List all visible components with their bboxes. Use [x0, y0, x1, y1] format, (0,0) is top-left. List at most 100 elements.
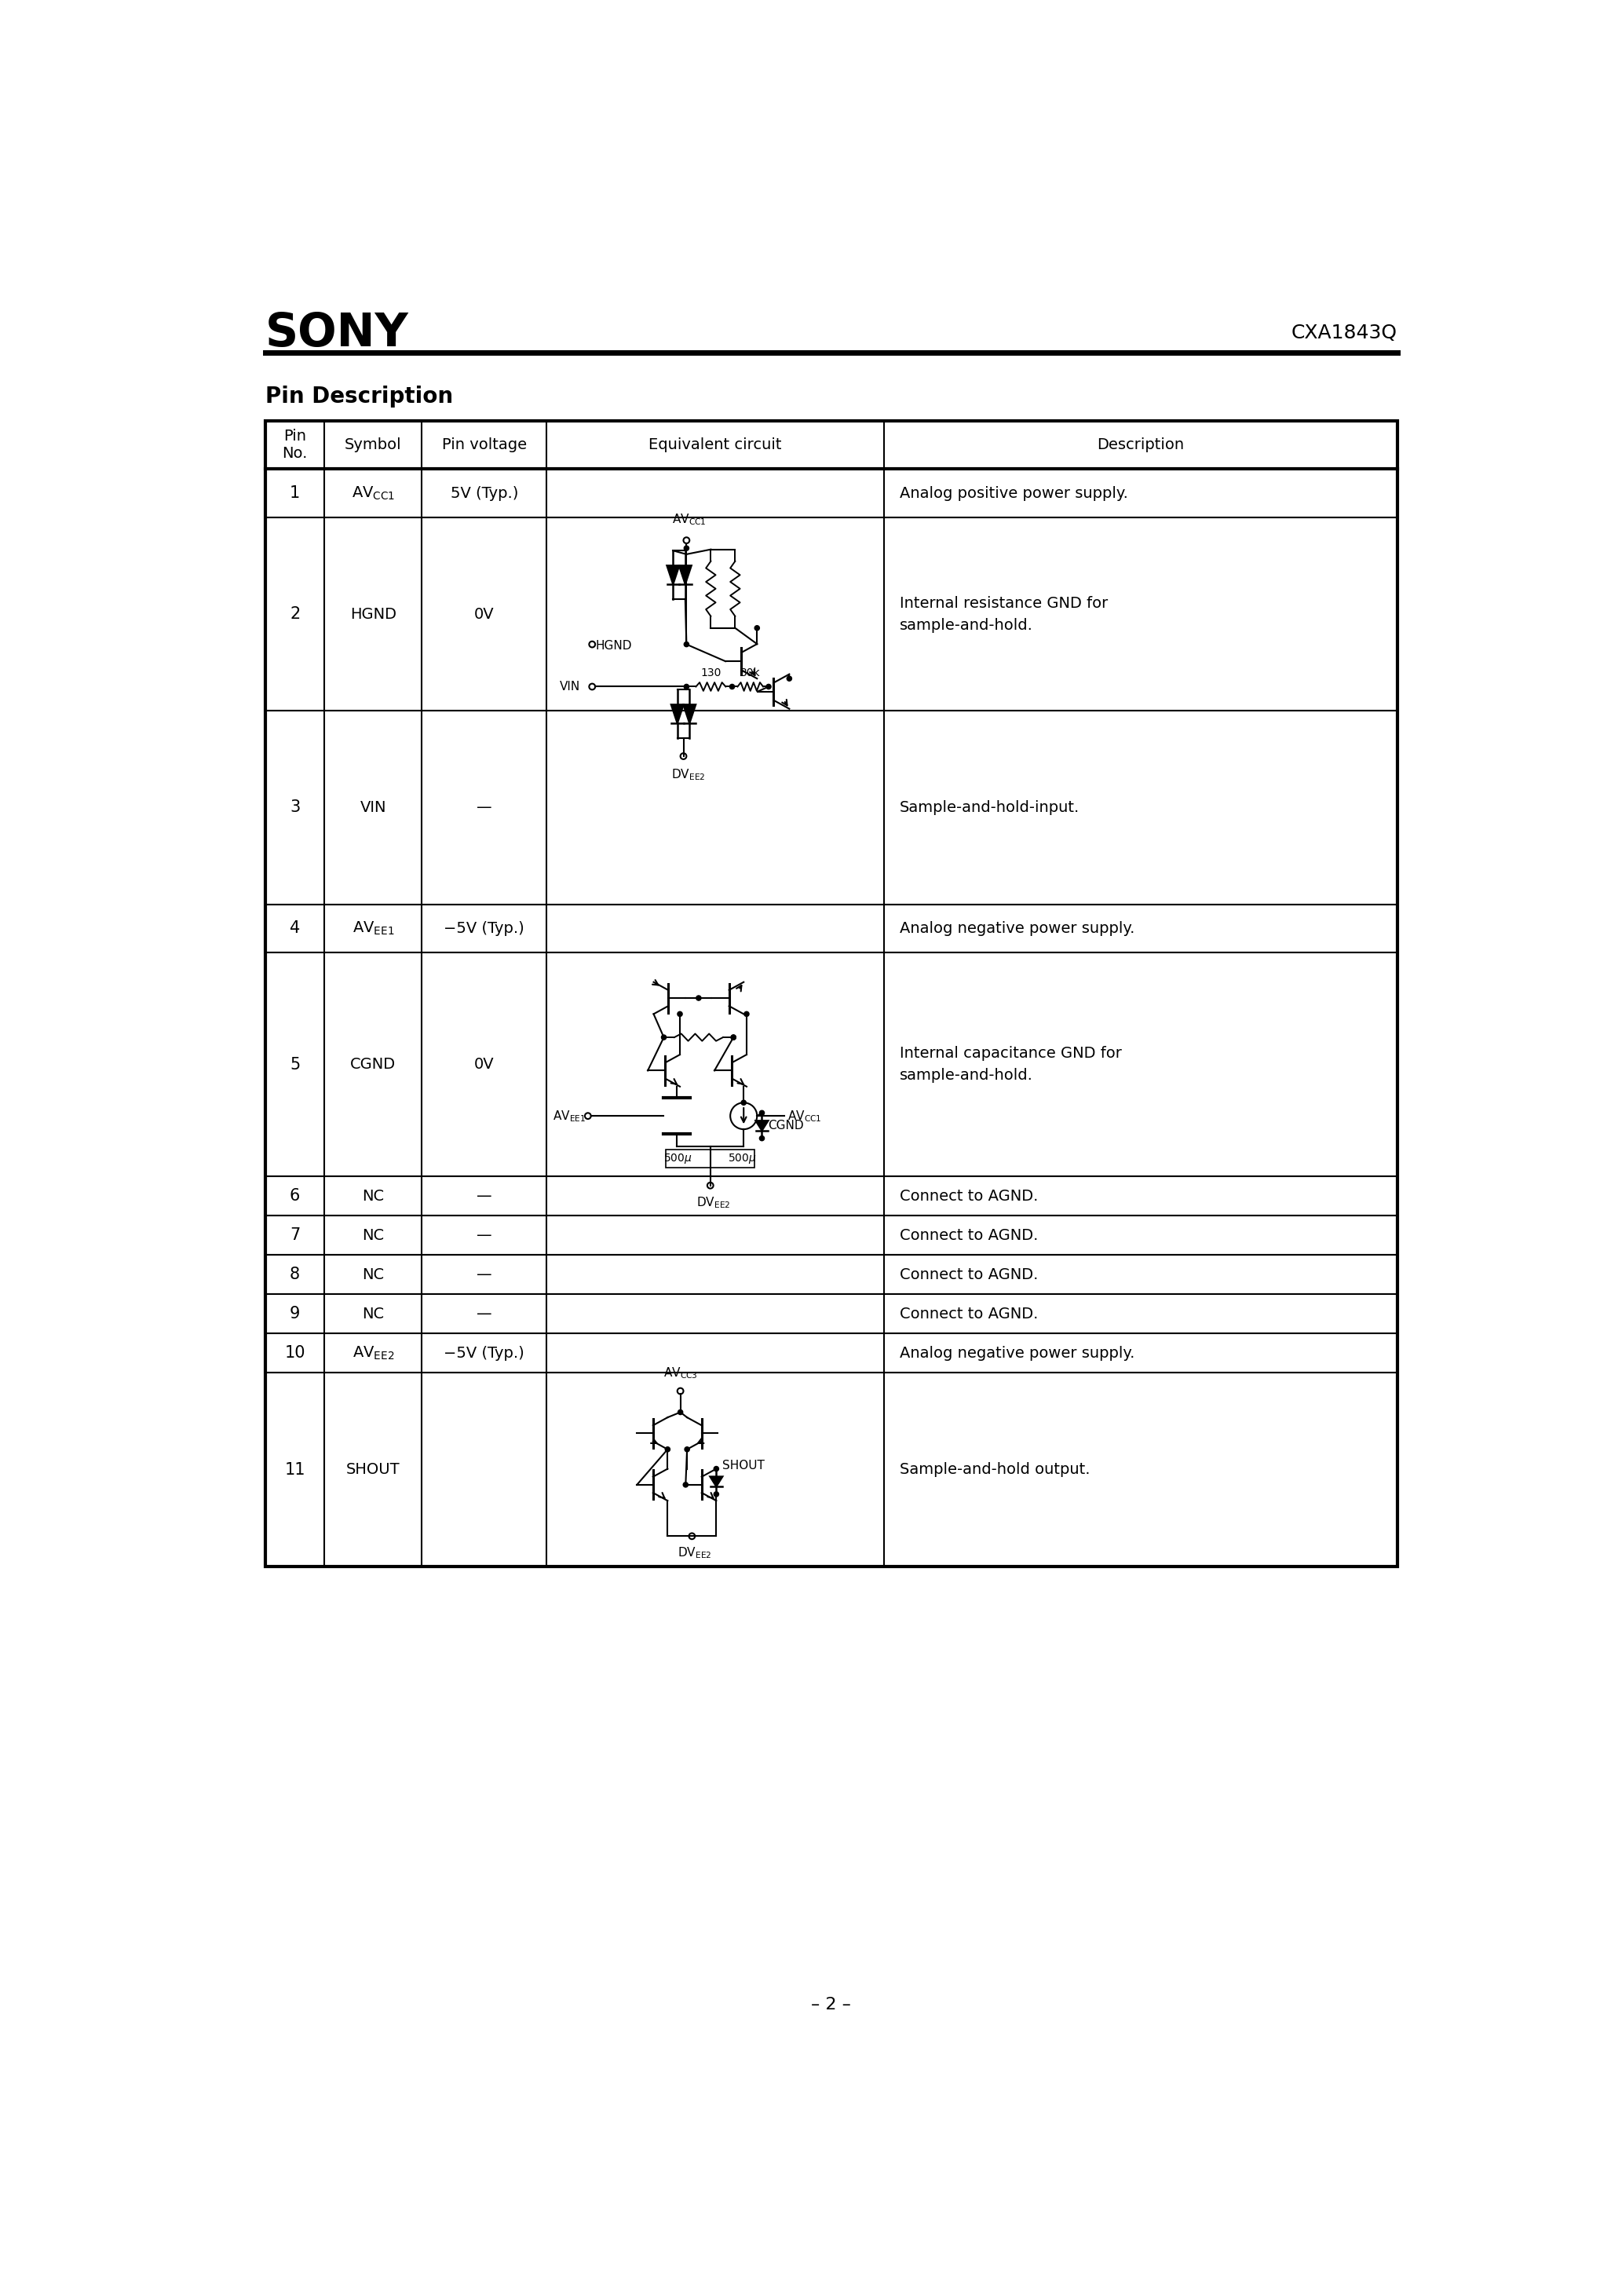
Text: −5V (Typ.): −5V (Typ.)	[444, 921, 524, 937]
Text: 4: 4	[290, 921, 300, 937]
Bar	[266, 712, 1397, 905]
Text: AV$_{\mathrm{EE2}}$: AV$_{\mathrm{EE2}}$	[352, 1345, 394, 1362]
Bar	[266, 1373, 1397, 1566]
Text: Analog negative power supply.: Analog negative power supply.	[900, 921, 1134, 937]
Text: Sample-and-hold-input.: Sample-and-hold-input.	[900, 799, 1079, 815]
Text: Analog positive power supply.: Analog positive power supply.	[900, 487, 1127, 501]
Text: —: —	[477, 799, 491, 815]
Polygon shape	[710, 1476, 722, 1486]
Text: 6: 6	[290, 1189, 300, 1203]
Text: 0V: 0V	[474, 1056, 495, 1072]
Text: 3: 3	[290, 799, 300, 815]
Circle shape	[766, 684, 770, 689]
Text: 500$\mu$: 500$\mu$	[663, 1153, 693, 1166]
Polygon shape	[756, 1120, 767, 1130]
Text: HGND: HGND	[350, 606, 396, 622]
Bar	[266, 1176, 1397, 1215]
Text: Connect to AGND.: Connect to AGND.	[900, 1306, 1038, 1322]
Text: 0V: 0V	[474, 606, 495, 622]
Polygon shape	[683, 705, 696, 723]
Text: 10: 10	[284, 1345, 305, 1362]
Circle shape	[678, 1410, 683, 1414]
Bar	[266, 517, 1397, 712]
Text: 30k: 30k	[740, 668, 761, 677]
Text: AV$_{\mathrm{CC1}}$: AV$_{\mathrm{CC1}}$	[673, 512, 707, 528]
Text: Connect to AGND.: Connect to AGND.	[900, 1189, 1038, 1203]
Text: AV$_{\mathrm{CC3}}$: AV$_{\mathrm{CC3}}$	[663, 1366, 697, 1380]
Circle shape	[754, 625, 759, 631]
Text: NC: NC	[362, 1228, 384, 1242]
Bar	[266, 953, 1397, 1176]
Polygon shape	[672, 705, 683, 723]
Text: —: —	[477, 1228, 491, 1242]
Text: NC: NC	[362, 1267, 384, 1281]
Text: – 2 –: – 2 –	[811, 1998, 852, 2014]
Text: AV$_{\mathrm{CC1}}$: AV$_{\mathrm{CC1}}$	[352, 484, 394, 501]
Bar	[667, 1150, 754, 1169]
Text: CGND: CGND	[767, 1120, 805, 1132]
Text: Analog negative power supply.: Analog negative power supply.	[900, 1345, 1134, 1362]
Text: DV$_{\mathrm{EE2}}$: DV$_{\mathrm{EE2}}$	[678, 1545, 712, 1561]
Bar	[266, 468, 1397, 517]
Bar	[266, 1215, 1397, 1256]
Circle shape	[759, 1137, 764, 1141]
Circle shape	[684, 546, 689, 551]
Circle shape	[665, 1446, 670, 1451]
Text: Pin voltage: Pin voltage	[441, 436, 527, 452]
Bar	[266, 1256, 1397, 1295]
Text: DV$_{\mathrm{EE2}}$: DV$_{\mathrm{EE2}}$	[696, 1196, 730, 1210]
Text: —: —	[477, 1189, 491, 1203]
Circle shape	[683, 1483, 688, 1488]
Text: Pin
No.: Pin No.	[282, 429, 308, 461]
Text: Symbol: Symbol	[344, 436, 402, 452]
Text: Connect to AGND.: Connect to AGND.	[900, 1267, 1038, 1281]
Text: 5: 5	[290, 1056, 300, 1072]
Text: 2: 2	[290, 606, 300, 622]
Text: NC: NC	[362, 1189, 384, 1203]
Text: 9: 9	[290, 1306, 300, 1322]
Bar	[266, 1295, 1397, 1334]
Text: 11: 11	[284, 1463, 305, 1479]
Circle shape	[684, 684, 689, 689]
Text: 1: 1	[290, 484, 300, 501]
Circle shape	[730, 684, 735, 689]
Polygon shape	[680, 565, 691, 583]
Text: SHOUT: SHOUT	[345, 1463, 401, 1476]
Text: —: —	[477, 1267, 491, 1281]
Text: −5V (Typ.): −5V (Typ.)	[444, 1345, 524, 1362]
Text: 8: 8	[290, 1267, 300, 1283]
Text: Equivalent circuit: Equivalent circuit	[649, 436, 782, 452]
Circle shape	[744, 1013, 749, 1017]
Text: NC: NC	[362, 1306, 384, 1322]
Text: VIN: VIN	[560, 682, 581, 693]
Text: AV$_{\mathrm{CC1}}$: AV$_{\mathrm{CC1}}$	[787, 1109, 822, 1123]
Circle shape	[732, 1035, 736, 1040]
Text: Pin Description: Pin Description	[266, 386, 453, 406]
Text: CXA1843Q: CXA1843Q	[1291, 324, 1397, 342]
Text: 500$\mu$: 500$\mu$	[728, 1153, 757, 1166]
Text: 7: 7	[290, 1228, 300, 1242]
Text: 5V (Typ.): 5V (Typ.)	[451, 487, 517, 501]
Circle shape	[714, 1467, 719, 1472]
Text: Internal capacitance GND for
sample-and-hold.: Internal capacitance GND for sample-and-…	[900, 1047, 1121, 1084]
Text: Description: Description	[1096, 436, 1184, 452]
Text: HGND: HGND	[595, 641, 631, 652]
Circle shape	[787, 675, 792, 682]
Circle shape	[684, 1446, 689, 1451]
Text: VIN: VIN	[360, 799, 386, 815]
Circle shape	[696, 996, 701, 1001]
Circle shape	[759, 1111, 764, 1116]
Bar	[266, 905, 1397, 953]
Circle shape	[714, 1492, 719, 1497]
Polygon shape	[667, 565, 680, 583]
Text: SONY: SONY	[266, 310, 409, 356]
Text: SHOUT: SHOUT	[722, 1460, 764, 1472]
Text: AV$_{\mathrm{EE1}}$: AV$_{\mathrm{EE1}}$	[553, 1109, 586, 1123]
Text: DV$_{\mathrm{EE2}}$: DV$_{\mathrm{EE2}}$	[672, 767, 706, 781]
Circle shape	[741, 1100, 746, 1104]
Text: Sample-and-hold output.: Sample-and-hold output.	[900, 1463, 1090, 1476]
Text: 130: 130	[701, 668, 722, 677]
Circle shape	[678, 1013, 683, 1017]
Text: CGND: CGND	[350, 1056, 396, 1072]
Bar	[266, 420, 1397, 468]
